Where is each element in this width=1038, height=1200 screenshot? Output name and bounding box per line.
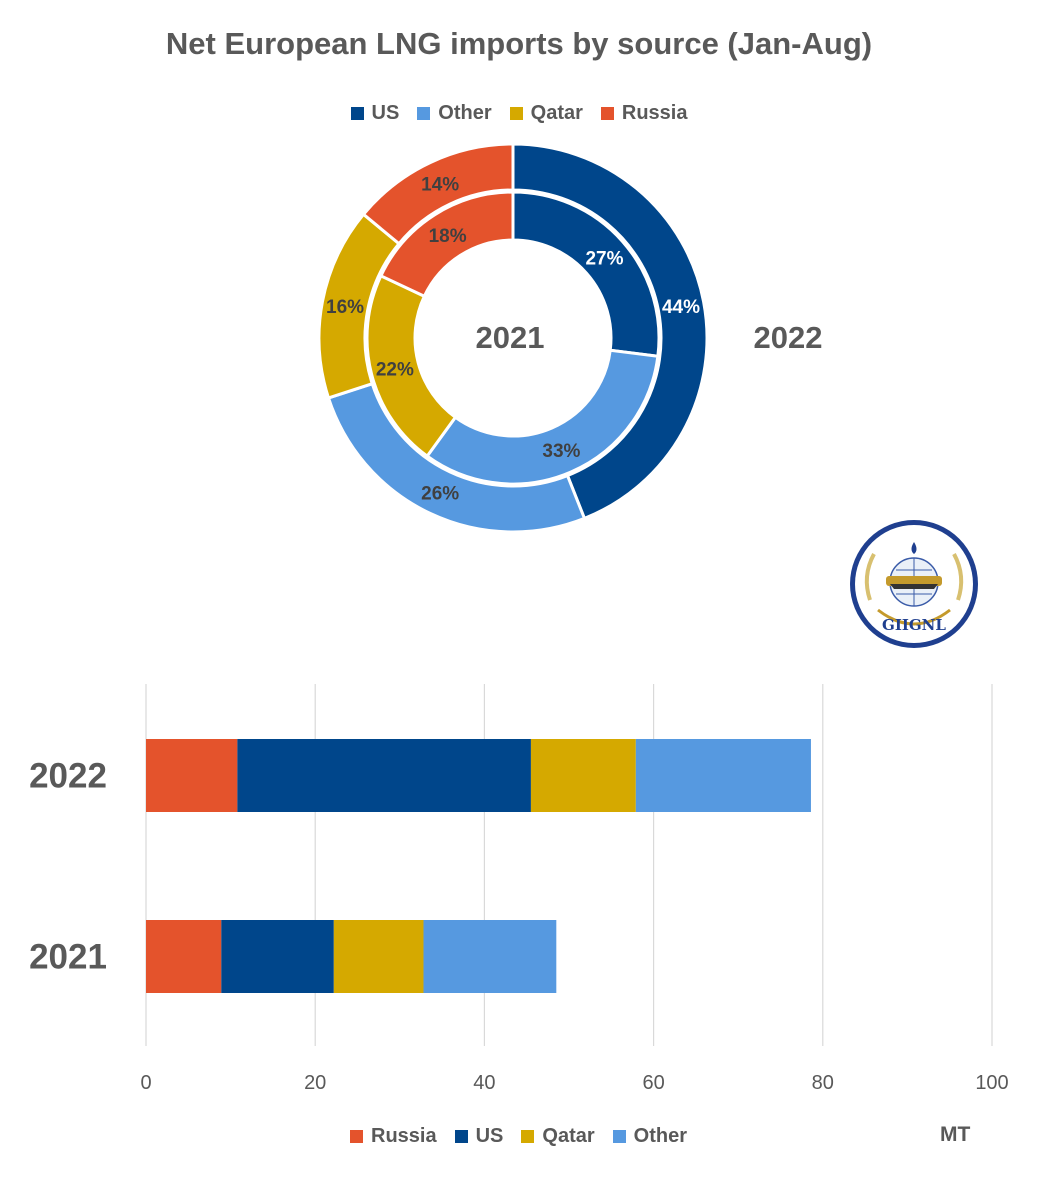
- donut-label-2021-us: 27%: [585, 248, 623, 269]
- bar-2022-other: [635, 739, 811, 812]
- donut-slice-2022-us: [511, 142, 709, 521]
- bar-legend-swatch-russia: [350, 1130, 363, 1143]
- x-tick-label-40: 40: [473, 1072, 495, 1094]
- donut-label-2021-other: 33%: [542, 441, 580, 462]
- bar-2021-us: [221, 920, 334, 993]
- x-tick-label-20: 20: [304, 1072, 326, 1094]
- donut-label-2022-other: 26%: [421, 484, 459, 505]
- bar-2022-us: [237, 739, 531, 812]
- bar-legend-label-russia: Russia: [371, 1125, 437, 1147]
- logo-text: GIIGNL: [882, 616, 946, 634]
- bar-2021-qatar: [333, 920, 424, 993]
- logo-laurel-left: [864, 553, 876, 601]
- donut-label-2021-qatar: 22%: [376, 359, 414, 380]
- bar-legend-item-russia: Russia: [350, 1125, 437, 1148]
- legend-label-other: Other: [438, 102, 492, 124]
- donut-label-2022-russia: 14%: [421, 174, 459, 195]
- x-axis-unit-label: MT: [940, 1123, 971, 1146]
- donut-slice-2021-other: [425, 348, 660, 486]
- chart-title: Net European LNG imports by source (Jan-…: [165, 26, 873, 61]
- donut-label-2022-qatar: 16%: [326, 297, 364, 318]
- x-tick-label-60: 60: [642, 1072, 664, 1094]
- donut-slice-2021-russia: [378, 190, 515, 299]
- legend-swatch-russia: [600, 107, 614, 120]
- legend-item-other: Other: [417, 102, 492, 125]
- legend-swatch-other: [417, 107, 431, 120]
- logo-banner: [877, 608, 951, 626]
- bar-legend-swatch-other: [612, 1130, 626, 1143]
- bar-legend-label-other: Other: [633, 1125, 687, 1147]
- legend-item-us: US: [350, 102, 400, 125]
- bar-2021-other: [423, 920, 557, 993]
- logo-flame-icon: [911, 542, 917, 554]
- x-tick-label-100: 100: [975, 1072, 1008, 1094]
- donut-chart: 27% 33% 22% 18% 44% 26% 16% 14% 2021 2022: [317, 142, 823, 534]
- bar-legend-item-qatar: Qatar: [521, 1125, 595, 1148]
- category-label-2021: 2021: [29, 938, 107, 977]
- category-label-2022: 2022: [29, 757, 107, 796]
- donut-label-2022-us: 44%: [662, 297, 700, 318]
- donut-legend: US Other Qatar Russia: [0, 102, 1038, 125]
- bar-2021-russia: [146, 920, 222, 993]
- ring-label-outer: 2022: [754, 320, 823, 355]
- logo-ship-icon: [890, 584, 938, 589]
- bar-legend-swatch-us: [454, 1130, 468, 1143]
- legend-label-russia: Russia: [621, 102, 688, 124]
- bar-legend-label-qatar: Qatar: [542, 1125, 595, 1147]
- x-tick-label-0: 0: [140, 1072, 151, 1094]
- legend-label-qatar: Qatar: [530, 102, 583, 124]
- bar-2022-russia: [146, 739, 238, 812]
- bar-2022-qatar: [530, 739, 636, 812]
- legend-swatch-qatar: [509, 107, 523, 120]
- bar-legend-item-us: US: [454, 1125, 504, 1148]
- ring-label-inner: 2021: [476, 320, 545, 355]
- bar-legend-item-other: Other: [612, 1125, 687, 1148]
- legend-item-qatar: Qatar: [509, 102, 583, 125]
- logo-ship-band: [886, 576, 942, 586]
- donut-slice-2022-russia: [361, 142, 515, 246]
- bar-legend-swatch-qatar: [521, 1130, 535, 1143]
- donut-label-2021-russia: 18%: [429, 226, 467, 247]
- bar-legend: Russia US Qatar Other: [350, 1125, 687, 1148]
- bar-legend-label-us: US: [475, 1125, 504, 1147]
- giignl-logo: GIIGNL: [850, 520, 978, 648]
- logo-laurel-right: [952, 553, 964, 601]
- x-tick-label-80: 80: [812, 1072, 834, 1094]
- legend-label-us: US: [371, 102, 400, 124]
- legend-swatch-us: [350, 107, 364, 120]
- legend-item-russia: Russia: [600, 102, 688, 125]
